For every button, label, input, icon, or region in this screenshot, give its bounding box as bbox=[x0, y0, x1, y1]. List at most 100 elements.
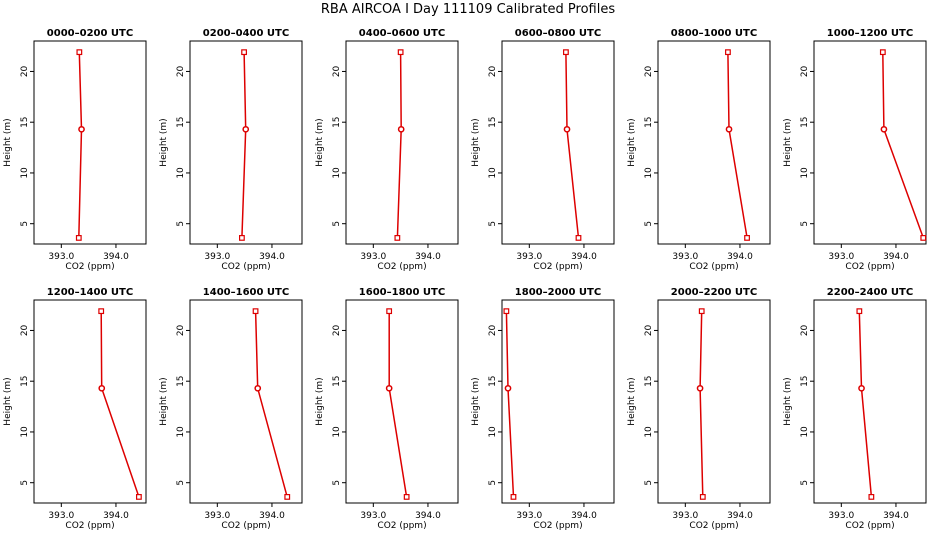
panel-title: 1600–1800 UTC bbox=[359, 287, 445, 298]
profile-line bbox=[78, 52, 83, 238]
y-tick-label: 5 bbox=[800, 221, 810, 227]
y-tick-label: 5 bbox=[20, 221, 30, 227]
data-point bbox=[920, 235, 927, 241]
data-point bbox=[879, 49, 886, 56]
data-point bbox=[239, 235, 245, 241]
profile-line bbox=[699, 311, 704, 497]
profile-panel: 2200–2400 UTC 393.0 394.0 5 10 15 20 CO2 (ppm) H… bbox=[783, 287, 927, 531]
y-tick-label: 20 bbox=[20, 324, 30, 336]
y-axis-label: Height (m) bbox=[471, 118, 481, 166]
profile-line bbox=[100, 311, 140, 498]
y-tick-label: 10 bbox=[800, 167, 810, 179]
panel-title: 1400–1600 UTC bbox=[203, 287, 289, 298]
x-tick-label: 393.0 bbox=[360, 252, 386, 262]
data-point bbox=[254, 384, 262, 392]
data-point bbox=[575, 235, 582, 241]
panel-title: 1000–1200 UTC bbox=[827, 28, 913, 39]
panel-title: 0400–0600 UTC bbox=[359, 28, 445, 39]
profile-line bbox=[565, 52, 580, 238]
y-axis-label: Height (m) bbox=[159, 377, 169, 425]
y-tick-label: 15 bbox=[20, 116, 30, 127]
data-point bbox=[868, 494, 875, 500]
x-tick-label: 393.0 bbox=[204, 511, 230, 521]
y-tick-label: 10 bbox=[20, 426, 30, 438]
y-axis-label: Height (m) bbox=[3, 377, 13, 425]
y-tick-label: 5 bbox=[644, 221, 654, 227]
y-tick-label: 15 bbox=[20, 375, 30, 386]
x-tick-label: 394.0 bbox=[103, 252, 129, 262]
y-axis-label: Height (m) bbox=[159, 118, 169, 166]
y-tick-label: 5 bbox=[488, 480, 498, 486]
data-point bbox=[699, 494, 706, 500]
y-axis-label: Height (m) bbox=[627, 118, 637, 166]
y-tick-label: 10 bbox=[488, 426, 498, 438]
y-tick-label: 5 bbox=[332, 221, 342, 227]
x-tick-label: 393.0 bbox=[516, 252, 542, 262]
data-point bbox=[696, 384, 704, 392]
panel-title: 1800–2000 UTC bbox=[515, 287, 601, 298]
x-axis-label: CO2 (ppm) bbox=[377, 262, 426, 272]
data-point bbox=[135, 494, 142, 500]
x-tick-label: 393.0 bbox=[48, 511, 74, 521]
y-tick-label: 5 bbox=[332, 480, 342, 486]
y-axis-label: Height (m) bbox=[783, 377, 793, 425]
x-axis-label: CO2 (ppm) bbox=[845, 262, 894, 272]
data-point bbox=[386, 308, 393, 315]
x-tick-label: 394.0 bbox=[883, 511, 909, 521]
y-tick-label: 20 bbox=[800, 324, 810, 336]
y-tick-label: 20 bbox=[332, 65, 342, 77]
data-point bbox=[75, 235, 82, 241]
profile-panel: 1800–2000 UTC 393.0 394.0 5 10 15 20 CO2 (ppm) H… bbox=[471, 287, 615, 531]
y-tick-label: 10 bbox=[488, 167, 498, 179]
y-tick-label: 15 bbox=[176, 375, 186, 386]
x-axis-label: CO2 (ppm) bbox=[377, 521, 426, 531]
data-point bbox=[856, 308, 863, 315]
profile-panel: 0200–0400 UTC 393.0 394.0 5 10 15 20 CO2 (ppm) H… bbox=[159, 28, 303, 272]
profile-line bbox=[396, 52, 402, 238]
panel-title: 0600–0800 UTC bbox=[515, 28, 601, 39]
x-tick-label: 393.0 bbox=[48, 252, 74, 262]
x-tick-label: 394.0 bbox=[571, 252, 597, 262]
data-point bbox=[76, 49, 83, 56]
y-tick-label: 10 bbox=[176, 426, 186, 438]
y-tick-label: 20 bbox=[20, 65, 30, 77]
y-tick-label: 20 bbox=[176, 324, 186, 336]
plot-frame bbox=[345, 299, 459, 504]
y-tick-label: 20 bbox=[488, 324, 498, 336]
profile-line bbox=[241, 52, 247, 238]
profile-panel: 2000–2200 UTC 393.0 394.0 5 10 15 20 CO2 (ppm) H… bbox=[627, 287, 771, 531]
plot-frame bbox=[189, 299, 303, 504]
plot-frame bbox=[345, 40, 459, 245]
y-tick-label: 10 bbox=[644, 426, 654, 438]
x-tick-label: 393.0 bbox=[204, 252, 230, 262]
panel-grid: 0000–0200 UTC 393.0 394.0 5 10 15 20 CO2 (ppm) H… bbox=[3, 28, 927, 531]
data-point bbox=[510, 494, 517, 500]
figure-title: RBA AIRCOA I Day 111109 Calibrated Profi… bbox=[321, 2, 615, 17]
y-tick-label: 20 bbox=[800, 65, 810, 77]
y-tick-label: 10 bbox=[332, 426, 342, 438]
x-tick-label: 394.0 bbox=[259, 511, 285, 521]
profile-line bbox=[254, 311, 288, 498]
profile-panel: 1400–1600 UTC 393.0 394.0 5 10 15 20 CO2 (ppm) H… bbox=[159, 287, 303, 531]
data-point bbox=[403, 494, 410, 500]
panel-title: 2000–2200 UTC bbox=[671, 287, 757, 298]
x-tick-label: 394.0 bbox=[883, 252, 909, 262]
plot-frame bbox=[813, 40, 927, 245]
panel-title: 2200–2400 UTC bbox=[827, 287, 913, 298]
panel-title: 0200–0400 UTC bbox=[203, 28, 289, 39]
plot-frame bbox=[657, 299, 771, 504]
profile-line bbox=[388, 311, 408, 498]
x-axis-label: CO2 (ppm) bbox=[221, 262, 270, 272]
data-point bbox=[503, 308, 510, 315]
y-tick-label: 10 bbox=[644, 167, 654, 179]
x-tick-label: 394.0 bbox=[727, 252, 753, 262]
profile-panel: 1600–1800 UTC 393.0 394.0 5 10 15 20 CO2 (ppm) H… bbox=[315, 287, 459, 531]
y-tick-label: 15 bbox=[644, 116, 654, 127]
data-point bbox=[98, 384, 106, 392]
y-axis-label: Height (m) bbox=[315, 377, 325, 425]
x-tick-label: 394.0 bbox=[103, 511, 129, 521]
profile-line bbox=[727, 52, 748, 239]
profile-panel: 1200–1400 UTC 393.0 394.0 5 10 15 20 CO2 (ppm) H… bbox=[3, 287, 147, 531]
plot-frame bbox=[657, 40, 771, 245]
